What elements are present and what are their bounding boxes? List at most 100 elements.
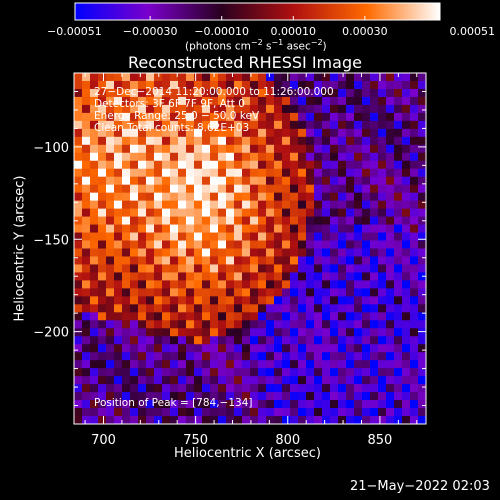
heatmap-cell — [402, 328, 411, 337]
heatmap-cell — [226, 216, 235, 226]
heatmap-cell — [250, 344, 259, 353]
heatmap-cell — [298, 392, 307, 401]
heatmap-cell — [162, 144, 171, 154]
heatmap-cell — [338, 184, 347, 194]
heatmap-cell — [306, 184, 315, 194]
heatmap-cell — [194, 336, 203, 345]
heatmap-cell — [170, 224, 179, 234]
timestamp: 21−May−2022 02:03 — [350, 479, 490, 494]
heatmap-cell — [146, 288, 155, 297]
heatmap-cell — [194, 416, 203, 424]
heatmap-cell — [138, 224, 147, 234]
heatmap-cell — [322, 320, 331, 329]
heatmap-cell — [410, 80, 419, 90]
heatmap-cell — [218, 256, 227, 266]
heatmap-cell — [282, 120, 291, 130]
heatmap-cell — [186, 200, 195, 210]
heatmap-cell — [394, 184, 403, 194]
heatmap-cell — [362, 168, 371, 178]
heatmap-cell — [82, 136, 91, 146]
heatmap-cell — [106, 112, 115, 122]
heatmap-cell — [178, 328, 187, 337]
heatmap-cell — [90, 296, 99, 305]
heatmap-cell — [362, 128, 371, 138]
heatmap-cell — [394, 408, 403, 417]
heatmap-cell — [306, 408, 315, 417]
heatmap-cell — [226, 176, 235, 186]
heatmap-cell — [410, 416, 419, 424]
heatmap-cell — [98, 128, 107, 138]
heatmap-cell — [402, 80, 411, 90]
heatmap-cell — [178, 392, 187, 401]
heatmap-cell — [186, 224, 195, 234]
heatmap-cell — [346, 352, 355, 361]
heatmap-cell — [194, 73, 203, 82]
heatmap-cell — [170, 240, 179, 250]
heatmap-cell — [282, 192, 291, 202]
heatmap-cell — [186, 336, 195, 345]
heatmap-cell — [162, 136, 171, 146]
heatmap-cell — [354, 232, 363, 242]
heatmap-cell — [210, 336, 219, 345]
heatmap-cell — [146, 408, 155, 417]
heatmap-cell — [186, 240, 195, 250]
heatmap-cell — [418, 256, 426, 266]
heatmap-cell — [90, 80, 99, 90]
heatmap-cell — [170, 336, 179, 345]
heatmap-cell — [242, 384, 251, 393]
heatmap-cell — [346, 416, 355, 424]
heatmap-cell — [330, 344, 339, 353]
heatmap-cell — [314, 376, 323, 385]
heatmap-cell — [322, 264, 331, 274]
heatmap-cell — [234, 168, 243, 178]
heatmap-cell — [378, 400, 387, 409]
heatmap-cell — [362, 144, 371, 154]
heatmap-cell — [82, 368, 91, 377]
heatmap-cell — [346, 152, 355, 162]
heatmap-cell — [146, 416, 155, 424]
heatmap-cell — [170, 208, 179, 218]
heatmap-cell — [106, 352, 115, 361]
heatmap-cell — [74, 416, 83, 424]
heatmap-cell — [178, 376, 187, 385]
heatmap-cell — [282, 160, 291, 170]
heatmap-cell — [178, 200, 187, 210]
heatmap-cell — [346, 104, 355, 114]
heatmap-cell — [338, 136, 347, 146]
heatmap-cell — [90, 416, 99, 424]
heatmap-cell — [274, 408, 283, 417]
heatmap-cell — [202, 280, 211, 289]
heatmap-cell — [394, 160, 403, 170]
heatmap-cell — [298, 200, 307, 210]
heatmap-cell — [354, 216, 363, 226]
heatmap-cell — [170, 384, 179, 393]
heatmap-cell — [346, 184, 355, 194]
heatmap-cell — [202, 208, 211, 218]
heatmap-cell — [234, 384, 243, 393]
heatmap-cell — [282, 216, 291, 226]
heatmap-cell — [418, 224, 426, 234]
heatmap-cell — [418, 184, 426, 194]
heatmap-cell — [114, 328, 123, 337]
heatmap-cell — [314, 128, 323, 138]
heatmap-cell — [138, 296, 147, 305]
heatmap-cell — [106, 256, 115, 266]
heatmap-cell — [138, 312, 147, 321]
heatmap-cell — [266, 312, 275, 321]
heatmap-cell — [354, 152, 363, 162]
heatmap-cell — [170, 304, 179, 313]
heatmap-cell — [130, 73, 139, 82]
heatmap-cell — [202, 184, 211, 194]
heatmap-cell — [82, 376, 91, 385]
heatmap-cell — [90, 248, 99, 258]
heatmap-cell — [90, 384, 99, 393]
heatmap-cell — [210, 73, 219, 82]
heatmap-cell — [146, 216, 155, 226]
heatmap-cell — [330, 216, 339, 226]
heatmap-cell — [122, 184, 131, 194]
heatmap-cell — [394, 192, 403, 202]
heatmap-cell — [298, 312, 307, 321]
heatmap-cell — [258, 280, 267, 289]
heatmap-cell — [306, 360, 315, 369]
heatmap-cell — [154, 168, 163, 178]
